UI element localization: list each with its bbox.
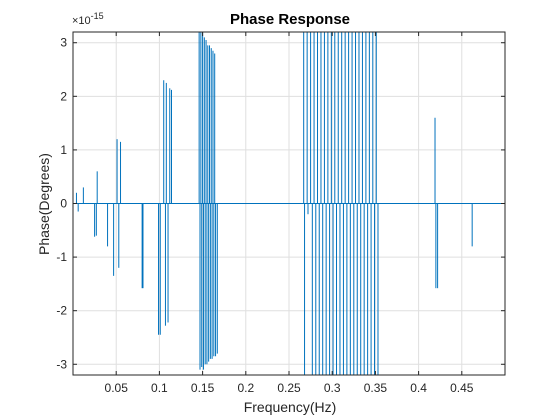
- axis-ticks: 0.05 0.1 0.15 0.2 0.25 0.3 0.35 0.4 0.45 -3 -2 -1 0 1…: [56, 32, 505, 395]
- exponent-power: -15: [91, 11, 104, 21]
- x-tick-label: 0.2: [237, 381, 254, 395]
- y-tick-label: -2: [56, 304, 67, 318]
- x-tick-label: 0.25: [277, 381, 301, 395]
- chart-title: Phase Response: [230, 11, 350, 28]
- y-tick-label: 1: [60, 143, 67, 157]
- y-axis-exponent-base: ×10-15: [72, 11, 104, 27]
- y-tick-label: -3: [56, 357, 67, 371]
- y-tick-label: 3: [60, 36, 67, 50]
- y-tick-label: -1: [56, 250, 67, 264]
- x-tick-label: 0.45: [450, 381, 474, 395]
- exponent-base: ×10: [72, 15, 91, 27]
- x-tick-label: 0.15: [191, 381, 215, 395]
- y-tick-label: 0: [60, 197, 67, 211]
- x-tick-label: 0.1: [151, 381, 168, 395]
- x-tick-label: 0.3: [324, 381, 341, 395]
- x-axis-label: Frequency(Hz): [244, 399, 337, 415]
- x-tick-label: 0.4: [410, 381, 427, 395]
- phase-series: [73, 32, 505, 375]
- x-tick-label: 0.35: [364, 381, 388, 395]
- x-tick-label: 0.05: [105, 381, 129, 395]
- y-axis-label: Phase(Degrees): [36, 153, 52, 255]
- y-tick-label: 2: [60, 89, 67, 103]
